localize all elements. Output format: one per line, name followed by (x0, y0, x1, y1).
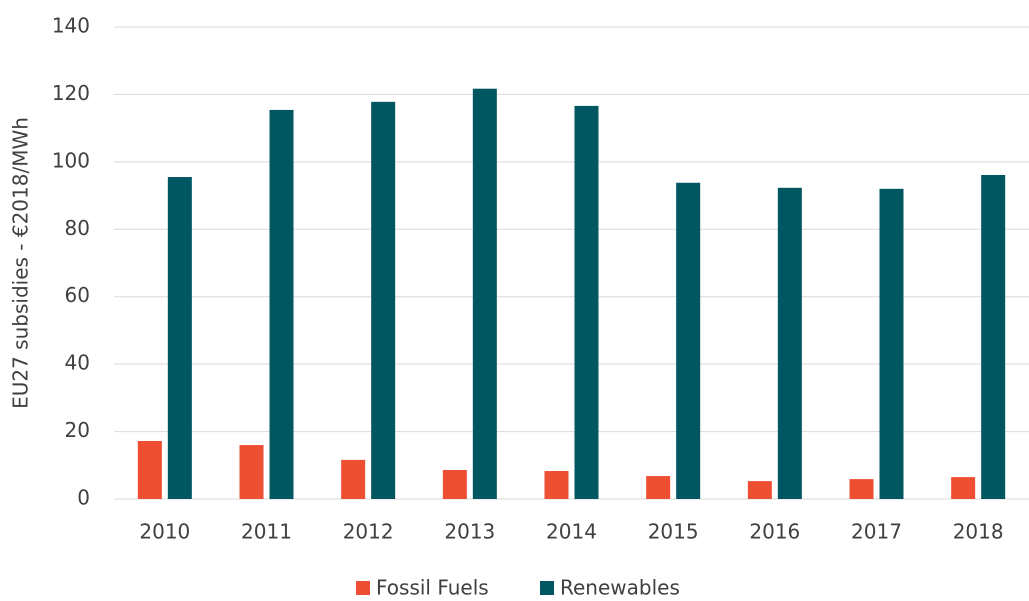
y-tick-label: 140 (52, 14, 90, 38)
bar (574, 105, 599, 500)
bar (167, 177, 192, 499)
bar (777, 187, 802, 499)
y-tick-label: 60 (65, 283, 90, 307)
x-tick-label: 2017 (851, 520, 902, 544)
bar (879, 188, 904, 500)
bar (341, 459, 366, 499)
y-tick-label: 120 (52, 81, 90, 105)
x-tick-label: 2015 (648, 520, 699, 544)
y-tick-label: 20 (65, 418, 90, 442)
bar (646, 476, 671, 499)
x-tick-label: 2011 (241, 520, 292, 544)
bar (544, 471, 569, 499)
bar (371, 101, 396, 500)
legend-swatch (356, 581, 370, 595)
y-tick-label: 40 (65, 351, 90, 375)
bar (472, 88, 497, 499)
y-axis-title: EU27 subsidies - €2018/MWh (9, 117, 33, 409)
bar (981, 175, 1006, 499)
y-tick-label: 0 (77, 486, 90, 510)
x-tick-label: 2016 (749, 520, 800, 544)
legend-swatch (540, 581, 554, 595)
x-tick-label: 2018 (953, 520, 1004, 544)
x-tick-label: 2010 (139, 520, 190, 544)
x-tick-label: 2012 (343, 520, 394, 544)
x-tick-label: 2014 (546, 520, 597, 544)
y-tick-label: 80 (65, 216, 90, 240)
y-tick-label: 100 (52, 148, 90, 172)
legend-label: Fossil Fuels (376, 576, 489, 600)
bar (747, 481, 772, 499)
bar (239, 445, 264, 499)
bar (676, 182, 701, 499)
bar (137, 441, 162, 499)
bar (442, 470, 467, 499)
bar (951, 477, 976, 499)
legend-label: Renewables (560, 576, 680, 600)
x-tick-label: 2013 (444, 520, 495, 544)
bar (269, 109, 294, 500)
bar (849, 479, 874, 499)
